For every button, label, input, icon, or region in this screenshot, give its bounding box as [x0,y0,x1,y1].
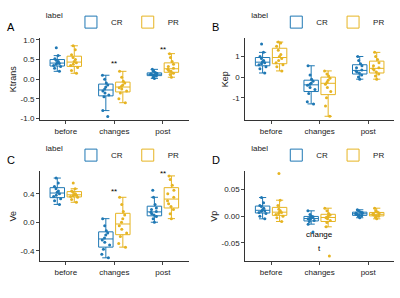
svg-text:CR: CR [111,151,123,160]
svg-text:0.4: 0.4 [23,190,35,199]
svg-text:label: label [251,144,268,153]
svg-text:post: post [361,127,377,136]
svg-text:PR: PR [373,151,384,160]
svg-text:0: 0 [235,73,240,82]
svg-text:B: B [212,21,219,33]
svg-text:post: post [361,268,377,277]
svg-text:post: post [155,268,171,277]
svg-text:post: post [155,127,171,136]
svg-text:1.0: 1.0 [23,36,35,45]
svg-text:-0.5: -0.5 [21,95,35,104]
svg-text:before: before [54,127,77,136]
svg-text:0.05: 0.05 [224,185,240,194]
svg-text:0.00: 0.00 [224,212,240,221]
svg-text:before: before [54,268,77,277]
svg-text:**: ** [160,169,166,178]
svg-text:before: before [260,127,283,136]
svg-text:-0.4: -0.4 [21,247,35,256]
svg-text:CR: CR [111,18,123,27]
svg-text:change: change [306,230,333,239]
svg-text:C: C [7,154,15,166]
svg-text:changes: changes [99,127,129,136]
svg-text:0.0: 0.0 [23,218,35,227]
svg-text:label: label [46,144,63,153]
svg-text:**: ** [111,187,117,196]
svg-text:changes: changes [305,268,335,277]
svg-text:0.0: 0.0 [23,75,35,84]
svg-text:CR: CR [316,151,328,160]
svg-text:PR: PR [168,151,179,160]
svg-text:Ktrans: Ktrans [8,66,18,93]
svg-text:changes: changes [99,268,129,277]
svg-text:changes: changes [305,127,335,136]
svg-text:**: ** [160,45,166,54]
svg-text:Vp: Vp [209,211,219,222]
svg-text:PR: PR [168,18,179,27]
svg-text:A: A [7,21,15,33]
svg-text:Ve: Ve [8,211,18,222]
svg-text:0.5: 0.5 [23,55,35,64]
svg-text:-1.0: -1.0 [21,114,35,123]
svg-text:PR: PR [373,18,384,27]
svg-text:D: D [212,154,220,166]
svg-text:label: label [251,11,268,20]
svg-text:-0.05: -0.05 [221,239,240,248]
svg-text:CR: CR [316,18,328,27]
svg-text:t: t [318,244,321,253]
svg-text:before: before [260,268,283,277]
svg-text:-1: -1 [233,94,241,103]
svg-text:Kep: Kep [220,71,230,87]
svg-text:**: ** [111,59,117,68]
svg-text:label: label [46,11,63,20]
svg-text:1: 1 [235,52,240,61]
